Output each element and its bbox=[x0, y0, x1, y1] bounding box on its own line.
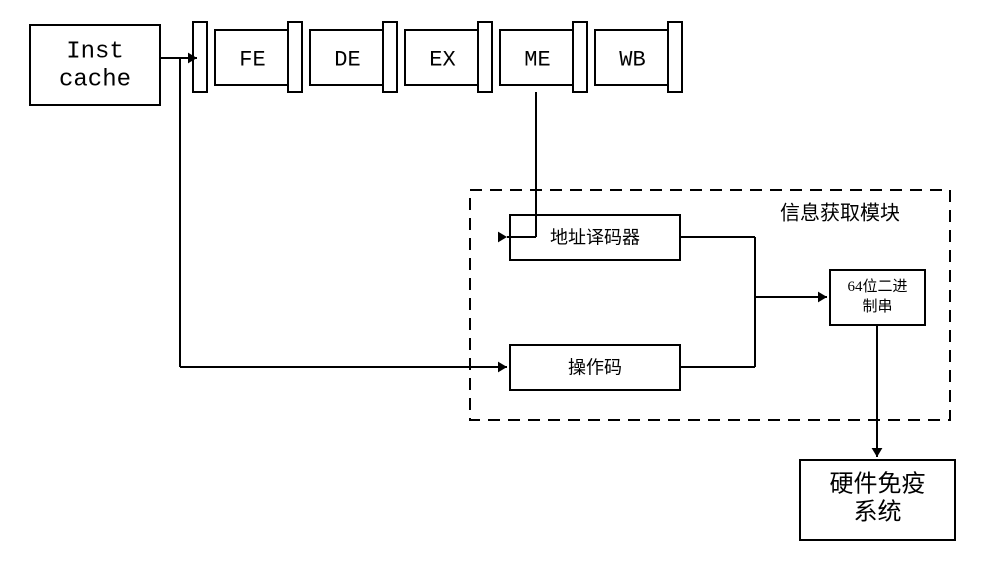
pipeline-register-1 bbox=[288, 22, 302, 92]
inst-cache-line2: cache bbox=[59, 66, 131, 93]
info-module-title: 信息获取模块 bbox=[780, 202, 900, 225]
pipeline-register-5 bbox=[668, 22, 682, 92]
pipeline-register-4 bbox=[573, 22, 587, 92]
opcode-label: 操作码 bbox=[568, 358, 622, 378]
pipeline-label-me: ME bbox=[524, 47, 550, 72]
hardware-immune-line1: 硬件免疫 bbox=[830, 471, 926, 498]
pipeline-label-fe: FE bbox=[239, 47, 265, 72]
hardware-immune-line2: 系统 bbox=[854, 499, 902, 526]
binary-string-line2: 制串 bbox=[862, 298, 892, 315]
inst-cache-line1: Inst bbox=[66, 38, 124, 65]
pipeline-register-3 bbox=[478, 22, 492, 92]
binary-string-line1: 64位二进 bbox=[847, 278, 907, 295]
addr-decoder-label: 地址译码器 bbox=[550, 228, 640, 248]
pipeline-label-ex: EX bbox=[429, 47, 455, 72]
pipeline-label-de: DE bbox=[334, 47, 360, 72]
pipeline-label-wb: WB bbox=[619, 47, 645, 72]
pipeline-register-2 bbox=[383, 22, 397, 92]
